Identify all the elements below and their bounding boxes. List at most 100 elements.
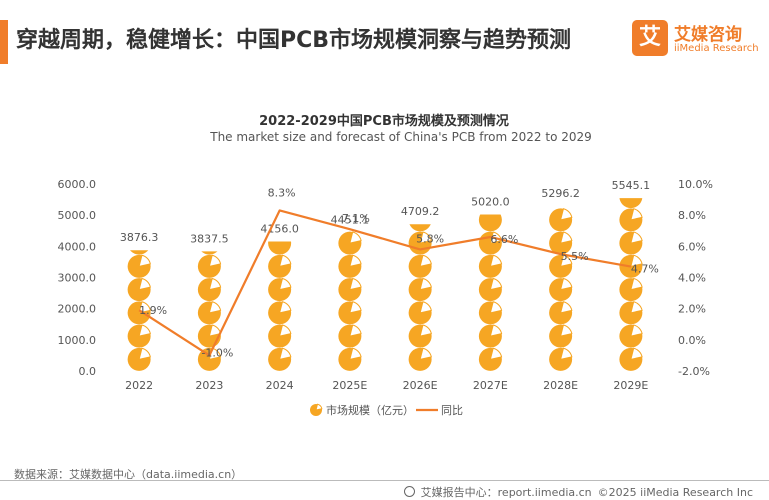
x-tick-label: 2025E [332,379,367,392]
pie-symbol-slice [559,347,573,361]
report-center-link[interactable]: 艾媒报告中心：report.iimedia.cn [420,486,592,499]
pie-symbol-slice [349,277,362,291]
pie-symbol-slice [559,277,573,291]
pie-symbol-slice [559,301,573,314]
bar-value-label: 5296.2 [541,187,580,200]
pie-symbol-slice [419,277,432,291]
y-left-tick: 0.0 [79,365,97,378]
y-left-tick: 6000.0 [58,178,97,191]
pie-symbol-slice [630,208,643,221]
yoy-point-label: 6.6% [490,233,518,246]
pie-symbol-slice [630,324,643,337]
pie-symbol-slice [349,347,362,361]
bar-symbol-partial [478,214,502,232]
pie-symbol-slice [419,347,432,361]
bar-value-label: 3876.3 [120,231,159,244]
yoy-point-label: 4.7% [631,263,659,276]
footer-right: 艾媒报告中心：report.iimedia.cn ©2025 iiMedia Re… [403,484,753,500]
y-left-tick: 4000.0 [58,240,97,253]
yoy-point-label: 5.5% [561,250,589,263]
pie-symbol-slice [278,277,292,291]
pie-symbol-slice [208,277,222,291]
bar-value-label: 5020.0 [471,196,510,209]
pie-symbol-slice [489,277,503,291]
pie-symbol-slice [419,231,432,244]
bar-value-label: 5545.1 [612,179,651,192]
y-left-tick: 3000.0 [58,272,97,285]
bar-symbol-partial [130,250,149,255]
pie-symbol-slice [419,324,432,337]
pie-symbol-slice [489,254,503,268]
x-tick-label: 2028E [543,379,578,392]
pie-symbol-slice [559,208,573,221]
pie-symbol-slice [349,254,362,268]
logo-mark: 艾 [632,20,668,56]
pie-symbol-slice [630,277,643,291]
pie-symbol-slice [278,324,292,337]
y-right-tick: 6.0% [678,240,706,253]
x-tick-label: 2024 [266,379,294,392]
y-right-tick: 8.0% [678,209,706,222]
pie-symbol-slice [489,301,503,314]
x-tick-label: 2023 [195,379,223,392]
bar-symbol-partial [619,198,643,209]
legend-bar-label: 市场规模（亿元） [326,403,414,417]
pie-symbol-slice [138,277,151,291]
pie-symbol-slice [630,301,643,314]
y-right-tick: -2.0% [678,365,710,378]
x-tick-label: 2022 [125,379,153,392]
copyright: ©2025 iiMedia Research Inc [597,486,753,499]
pie-symbol-slice [630,231,643,244]
y-left-tick: 2000.0 [58,303,97,316]
pie-symbol-slice [489,347,503,361]
x-tick-label: 2027E [473,379,508,392]
pie-symbol-slice [278,301,292,314]
y-right-tick: 4.0% [678,272,706,285]
pie-symbol-slice [278,254,292,268]
logo-cn-text: 艾媒咨询 [674,25,742,45]
pie-symbol-slice [349,231,362,244]
bar-value-label: 4709.2 [401,205,440,218]
y-right-tick: 2.0% [678,303,706,316]
pie-symbol-slice [208,254,222,268]
pie-symbol-slice [138,301,151,314]
pie-symbol-slice [138,324,151,337]
yoy-point-label: 5.8% [416,232,444,245]
bar-value-label: 4451.1 [331,213,370,226]
bar-value-label: 3837.5 [190,232,229,245]
page-title: 穿越周期，稳健增长：中国PCB市场规模洞察与趋势预测 [16,28,572,53]
y-left-tick: 1000.0 [58,334,97,347]
pie-symbol-slice [559,231,573,244]
pie-symbol-slice [278,347,292,361]
chart-subtitle: The market size and forecast of China's … [209,130,592,144]
chart-title: 2022-2029中国PCB市场规模及预测情况 [259,113,509,129]
yoy-line [138,209,632,357]
pie-symbol-slice [208,301,222,314]
pie-symbol-slice [489,324,503,337]
pie-symbol-slice [630,347,643,361]
bar-value-label: 4156.0 [260,222,299,235]
x-tick-label: 2026E [403,379,438,392]
pie-symbol-slice [559,324,573,337]
x-tick-label: 2029E [613,379,648,392]
y-right-tick: 10.0% [678,178,713,191]
y-right-tick: 0.0% [678,334,706,347]
yoy-point-label: -1.0% [201,346,233,359]
logo-en-text: iiMedia Research [674,43,759,54]
pie-symbol-slice [138,254,151,268]
yoy-point-label: 7.1% [342,212,370,225]
pie-symbol-slice [349,301,362,314]
legend-line-label: 同比 [441,404,463,417]
pie-symbol-slice [315,403,323,411]
footer-divider [0,480,769,481]
pie-symbol-slice [419,301,432,314]
pie-symbol-slice [630,254,643,268]
yoy-point-label: 1.9% [139,304,167,317]
globe-icon [403,486,415,497]
bar-symbol-partial [201,251,218,255]
data-source: 数据来源：艾媒数据中心（data.iimedia.cn） [14,468,243,481]
title-accent-bar [0,20,8,64]
pie-symbol-slice [138,347,151,361]
pie-symbol-slice [419,254,432,268]
